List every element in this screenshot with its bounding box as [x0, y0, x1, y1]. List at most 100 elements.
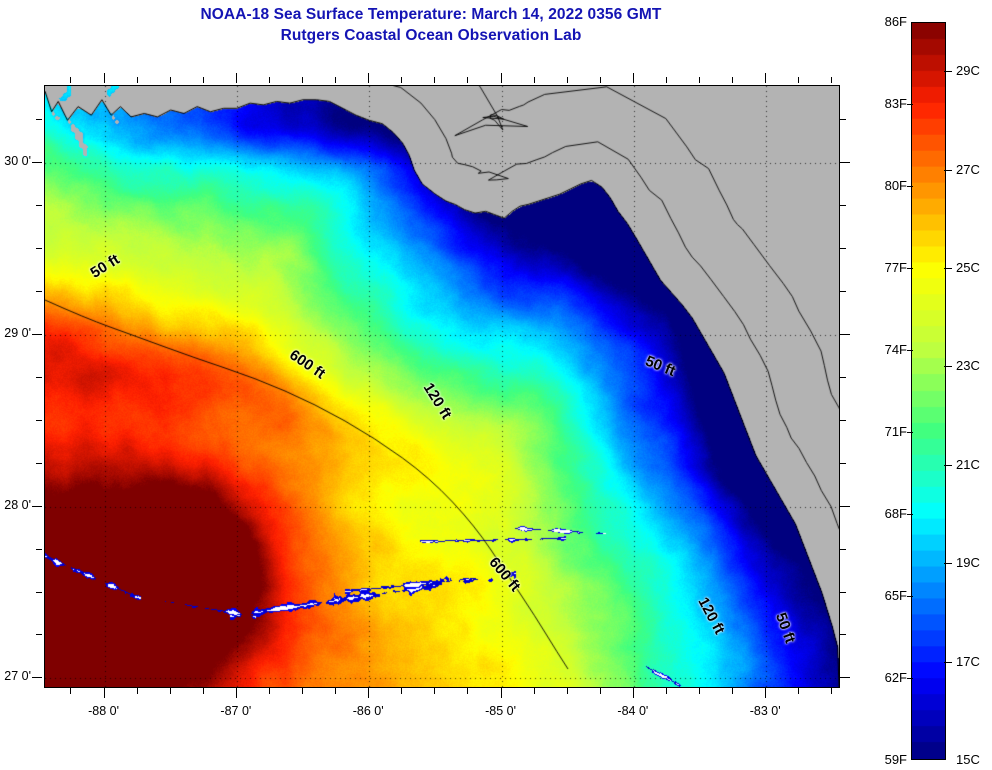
- colorbar-fahrenheit-label: 86F: [863, 14, 907, 29]
- x-axis-tick-top: [70, 77, 71, 83]
- y-axis-tick-right: [840, 248, 846, 249]
- x-axis-tick-top: [434, 77, 435, 83]
- x-axis-tick: [798, 688, 799, 694]
- colorbar-tick-right: [944, 662, 952, 663]
- colorbar-celsius-label: 21C: [956, 457, 992, 472]
- colorbar-tick-left: [907, 514, 913, 515]
- colorbar-tick-left: [907, 432, 913, 433]
- x-axis-tick: [434, 688, 435, 694]
- y-axis-label: 28 0': [0, 498, 31, 512]
- coastline-contour-overlay: [45, 86, 839, 687]
- x-axis-tick: [302, 688, 303, 694]
- x-axis-tick: [269, 688, 270, 694]
- x-axis-tick-top: [831, 77, 832, 83]
- x-axis-tick-top: [798, 77, 799, 83]
- colorbar-celsius-label: 17C: [956, 654, 992, 669]
- colorbar-tick-right: [944, 366, 952, 367]
- colorbar-fahrenheit-label: 65F: [863, 588, 907, 603]
- x-axis-tick: [70, 688, 71, 694]
- colorbar-fahrenheit-label: 71F: [863, 424, 907, 439]
- x-axis-tick-top: [137, 77, 138, 83]
- x-axis-tick-top: [335, 77, 336, 83]
- x-axis-tick: [203, 688, 204, 694]
- page-subtitle: Rutgers Coastal Ocean Observation Lab: [0, 25, 862, 46]
- y-axis-tick: [36, 420, 42, 421]
- y-axis-tick: [36, 248, 42, 249]
- x-axis-tick: [335, 688, 336, 694]
- x-axis-tick: [732, 688, 733, 694]
- x-axis-tick: [236, 688, 237, 698]
- x-axis-tick: [534, 688, 535, 694]
- x-axis-label: -87 0': [212, 704, 260, 718]
- y-axis-tick: [36, 205, 42, 206]
- colorbar-tick-right: [944, 465, 952, 466]
- x-axis-tick: [666, 688, 667, 694]
- x-axis-tick: [765, 688, 766, 698]
- temperature-colorbar[interactable]: [911, 22, 946, 760]
- y-axis-tick-right: [840, 463, 846, 464]
- title-block: NOAA-18 Sea Surface Temperature: March 1…: [0, 4, 862, 46]
- y-axis-tick: [36, 592, 42, 593]
- colorbar-fahrenheit-label: 68F: [863, 506, 907, 521]
- y-axis-label: 30 0': [0, 154, 31, 168]
- y-axis-tick: [36, 463, 42, 464]
- colorbar-fahrenheit-label: 83F: [863, 96, 907, 111]
- y-axis-tick: [32, 334, 42, 335]
- x-axis-label: -85 0': [477, 704, 525, 718]
- x-axis-label: -88 0': [80, 704, 128, 718]
- y-axis-tick-right: [840, 334, 850, 335]
- x-axis-tick-top: [600, 77, 601, 83]
- x-axis-tick-top: [765, 73, 766, 83]
- x-axis-tick: [567, 688, 568, 694]
- x-axis-tick-top: [269, 77, 270, 83]
- colorbar-tick-left: [907, 678, 913, 679]
- x-axis-tick: [401, 688, 402, 694]
- y-axis-tick-right: [840, 162, 850, 163]
- x-axis-tick-top: [368, 73, 369, 83]
- page-title: NOAA-18 Sea Surface Temperature: March 1…: [0, 4, 862, 25]
- y-axis-label: 27 0': [0, 669, 31, 683]
- x-axis-tick-top: [633, 73, 634, 83]
- colorbar-tick-right: [944, 268, 952, 269]
- x-axis-tick-top: [699, 77, 700, 83]
- y-axis-tick-right: [840, 377, 846, 378]
- x-axis-tick-top: [203, 77, 204, 83]
- colorbar-tick-left: [907, 104, 913, 105]
- x-axis-tick: [368, 688, 369, 698]
- colorbar-fahrenheit-label: 74F: [863, 342, 907, 357]
- colorbar-tick-left: [907, 186, 913, 187]
- colorbar-celsius-label: 25C: [956, 260, 992, 275]
- colorbar-tick-left: [907, 268, 913, 269]
- y-axis-tick: [36, 549, 42, 550]
- y-axis-label: 29 0': [0, 326, 31, 340]
- colorbar-tick-right: [944, 563, 952, 564]
- colorbar-fahrenheit-label: 80F: [863, 178, 907, 193]
- x-axis-tick-top: [567, 77, 568, 83]
- x-axis-tick: [831, 688, 832, 694]
- y-axis-tick: [36, 377, 42, 378]
- colorbar-tick-right: [944, 71, 952, 72]
- colorbar-tick-left: [907, 596, 913, 597]
- x-axis-tick-top: [401, 77, 402, 83]
- y-axis-tick: [36, 634, 42, 635]
- x-axis-tick: [699, 688, 700, 694]
- y-axis-tick: [32, 677, 42, 678]
- y-axis-tick: [32, 162, 42, 163]
- x-axis-tick-top: [467, 77, 468, 83]
- y-axis-tick-right: [840, 119, 846, 120]
- colorbar-fahrenheit-label: 59F: [863, 752, 907, 767]
- x-axis-tick: [633, 688, 634, 698]
- x-axis-label: -86 0': [344, 704, 392, 718]
- colorbar-celsius-label: 27C: [956, 162, 992, 177]
- x-axis-tick-top: [501, 73, 502, 83]
- sst-map[interactable]: 50 ft 600 ft 120 ft 50 ft 600 ft 120 ft 50 ft: [44, 85, 840, 688]
- y-axis-tick: [36, 291, 42, 292]
- x-axis-tick-top: [302, 77, 303, 83]
- x-axis-tick: [501, 688, 502, 698]
- x-axis-tick: [170, 688, 171, 694]
- x-axis-tick: [467, 688, 468, 694]
- x-axis-label: -84 0': [609, 704, 657, 718]
- colorbar-tick-right: [944, 170, 952, 171]
- x-axis-tick-top: [732, 77, 733, 83]
- y-axis-tick: [32, 506, 42, 507]
